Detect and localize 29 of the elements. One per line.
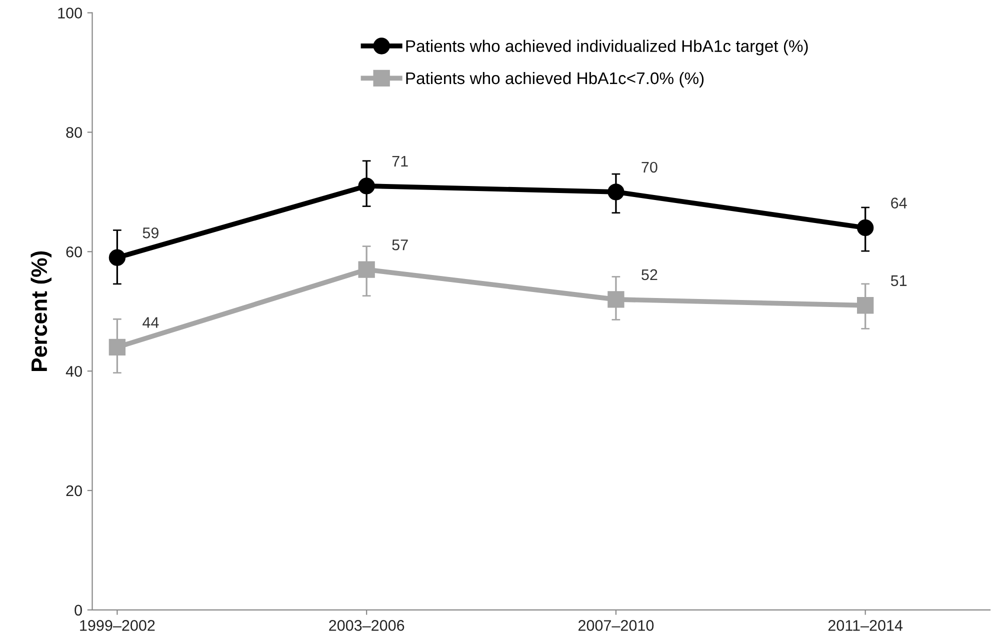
- data-label: 52: [642, 269, 658, 280]
- legend-label: Patients who achieved individualized HbA1c target (%): [406, 40, 808, 56]
- point: [108, 249, 126, 266]
- x-tick-label: 2003–2006: [329, 620, 404, 631]
- y-tick-label: 20: [66, 485, 82, 496]
- point: [608, 184, 624, 200]
- x-tick-label: 2011–2014: [828, 620, 903, 631]
- point: [856, 219, 874, 236]
- x-tick-label: 1999–2002: [80, 620, 155, 631]
- data-label: 44: [142, 317, 159, 328]
- data-label: 57: [392, 240, 408, 250]
- data-label: 59: [142, 228, 158, 238]
- y-tick-label: 100: [58, 8, 82, 18]
- data-label: 71: [392, 156, 408, 167]
- y-tick-label: 60: [66, 246, 82, 258]
- point: [108, 338, 126, 356]
- data-label: 51: [890, 275, 907, 286]
- point: [358, 178, 375, 194]
- legend-label: Patients who achieved HbA1c<7.0% (%): [406, 72, 704, 88]
- point: [608, 291, 624, 308]
- point: [856, 297, 874, 314]
- data-label: 70: [642, 162, 658, 173]
- x-tick-label: 2007–2010: [578, 620, 654, 631]
- point: [358, 261, 375, 278]
- y-tick-label: 80: [66, 127, 82, 138]
- data-label: 64: [891, 198, 907, 208]
- y-axis-title: Percent (%): [30, 251, 52, 371]
- y-tick-label: 40: [66, 366, 82, 377]
- y-tick-label: 0: [74, 604, 82, 616]
